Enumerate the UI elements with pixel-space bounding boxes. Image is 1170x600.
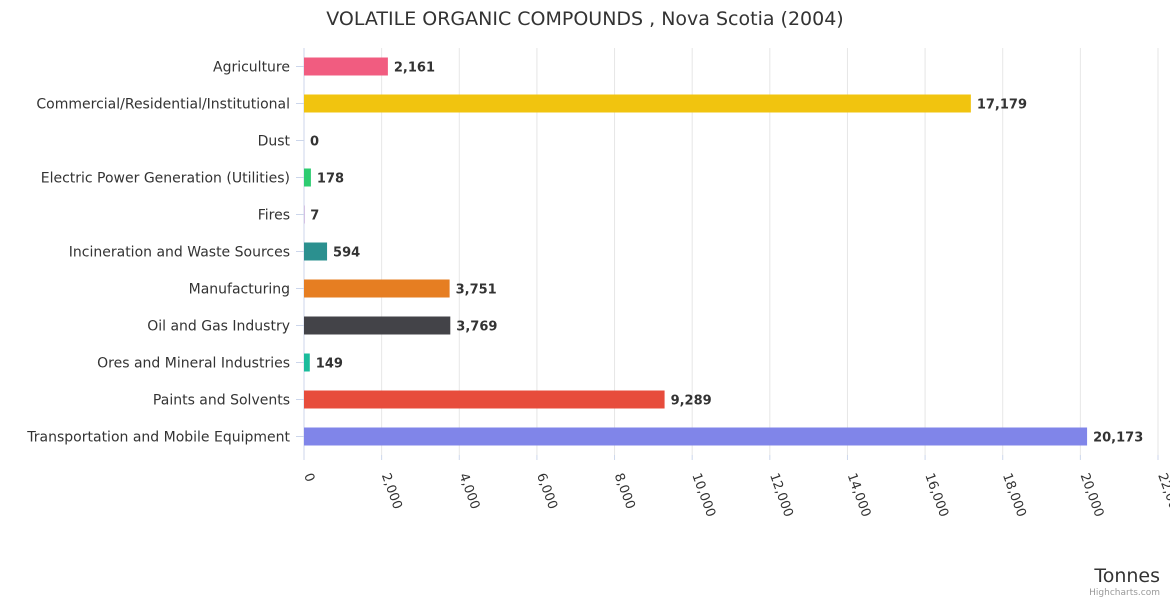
x-tick-label: 6,000 <box>533 471 560 511</box>
bar[interactable] <box>304 316 451 335</box>
category-axis: Agriculture Commercial/Residential/Instit… <box>26 48 305 455</box>
category-label: Fires <box>258 208 290 224</box>
bar[interactable] <box>304 427 1088 446</box>
data-label: 3,769 <box>456 320 497 335</box>
bar[interactable] <box>304 390 665 409</box>
category-label: Manufacturing <box>189 282 290 298</box>
data-labels: 2,161 17,179 0 178 7 594 3,751 3,769 149 9,289 20,… <box>310 61 1143 446</box>
x-tick-label: 16,000 <box>921 471 951 519</box>
credits-link[interactable]: Highcharts.com <box>1089 588 1160 598</box>
category-label: Agriculture <box>213 60 290 76</box>
x-tick-label: 8,000 <box>611 471 638 511</box>
data-label: 9,289 <box>671 394 712 409</box>
x-tick-label: 2,000 <box>378 471 405 511</box>
x-tick-label: 12,000 <box>766 471 796 519</box>
value-axis: 0 2,000 4,000 6,000 8,000 10,000 12,000 14,000 1… <box>300 455 1170 519</box>
category-label: Electric Power Generation (Utilities) <box>41 171 290 187</box>
category-label: Transportation and Mobile Equipment <box>26 430 290 446</box>
x-tick-label: 0 <box>300 471 317 484</box>
bar[interactable] <box>304 279 450 298</box>
bar[interactable] <box>304 353 310 372</box>
x-axis-title: Tonnes <box>1093 565 1160 587</box>
bar[interactable] <box>304 94 971 113</box>
x-tick-label: 10,000 <box>688 471 718 519</box>
data-label: 17,179 <box>977 98 1027 113</box>
bar[interactable] <box>304 57 388 76</box>
data-label: 0 <box>310 135 319 150</box>
category-label: Paints and Solvents <box>153 393 290 409</box>
x-tick-label: 18,000 <box>999 471 1029 519</box>
x-tick-label: 22,000 <box>1154 471 1170 519</box>
bar[interactable] <box>304 168 311 187</box>
data-label: 20,173 <box>1093 431 1143 446</box>
grid-lines <box>381 48 1159 455</box>
category-label: Ores and Mineral Industries <box>97 356 290 372</box>
data-label: 594 <box>333 246 360 261</box>
data-label: 7 <box>310 209 319 224</box>
bars <box>304 57 1088 446</box>
x-tick-label: 14,000 <box>844 471 874 519</box>
category-label: Dust <box>258 134 291 150</box>
chart-title: VOLATILE ORGANIC COMPOUNDS , Nova Scotia… <box>326 8 843 30</box>
category-label: Oil and Gas Industry <box>147 319 290 335</box>
data-label: 149 <box>316 357 343 372</box>
category-label: Incineration and Waste Sources <box>69 245 290 261</box>
category-label: Commercial/Residential/Institutional <box>36 97 290 113</box>
x-tick-label: 4,000 <box>456 471 483 511</box>
data-label: 178 <box>317 172 344 187</box>
x-tick-label: 20,000 <box>1077 471 1107 519</box>
data-label: 3,751 <box>456 283 497 298</box>
data-label: 2,161 <box>394 61 435 76</box>
bar[interactable] <box>304 242 328 261</box>
